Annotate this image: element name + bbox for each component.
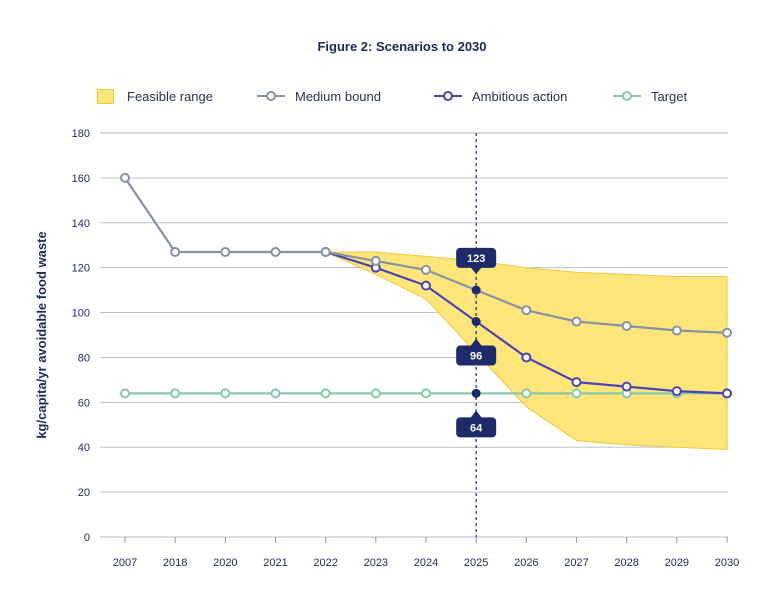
- target-point: [571, 388, 582, 399]
- x-tick-label: 2024: [414, 557, 438, 569]
- annotation-pointer: [470, 338, 483, 347]
- medium-bound-point: [521, 305, 532, 316]
- legend-item-feasible-range: Feasible range: [97, 87, 213, 105]
- legend-marker-medium-bound: [257, 91, 285, 101]
- x-tick-label: 2021: [263, 557, 287, 569]
- x-tick-label: 2028: [614, 557, 638, 569]
- legend-label-ambitious-action: Ambitious action: [472, 88, 568, 104]
- legend-label-target: Target: [651, 88, 688, 104]
- target-point: [270, 388, 281, 399]
- y-tick-label: 180: [72, 128, 90, 140]
- y-tick-label: 120: [72, 263, 90, 275]
- target-point: [320, 388, 331, 399]
- chart-title: Figure 2: Scenarios to 2030: [317, 39, 487, 54]
- annotation-box: [456, 345, 497, 366]
- y-tick-label: 140: [72, 218, 90, 230]
- target-point: [370, 388, 381, 399]
- annotation-label: 96: [470, 351, 482, 363]
- x-tick-label: 2027: [564, 557, 588, 569]
- target-point: [170, 388, 181, 399]
- medium-bound-point: [722, 327, 732, 338]
- y-tick-label: 60: [78, 397, 90, 409]
- x-tick-label: 2026: [514, 557, 538, 569]
- target-point: [220, 388, 231, 399]
- legend-item-medium-bound: Medium bound: [257, 87, 381, 105]
- x-tick-label: 2007: [113, 557, 137, 569]
- medium-bound-point: [571, 316, 582, 327]
- target-point: [421, 388, 431, 399]
- medium-bound-point: [320, 246, 331, 257]
- legend-item-target: Target: [613, 87, 687, 105]
- medium-bound-point: [621, 321, 632, 332]
- annotation-label: 64: [470, 422, 483, 434]
- x-tick-label: 2030: [715, 557, 739, 569]
- x-tick-label: 2020: [213, 557, 237, 569]
- medium-bound-point: [170, 246, 181, 257]
- medium-bound-point: [421, 264, 431, 275]
- legend-label-medium-bound: Medium bound: [295, 88, 381, 104]
- ambitious-action-point: [621, 381, 632, 392]
- annotation-label: 123: [467, 253, 485, 265]
- y-tick-label: 100: [72, 308, 90, 320]
- legend-label-feasible-range: Feasible range: [127, 88, 213, 104]
- y-tick-label: 160: [72, 173, 90, 185]
- legend: Feasible range Medium bound Ambitious ac…: [0, 87, 763, 105]
- legend-marker-target: [613, 91, 641, 101]
- y-tick-label: 20: [78, 487, 90, 499]
- medium-bound-point: [270, 246, 281, 257]
- ambitious-action-point: [421, 280, 431, 291]
- ambitious-action-point: [722, 388, 732, 399]
- medium-bound-point: [220, 246, 231, 257]
- y-tick-label: 80: [78, 352, 90, 364]
- y-tick-label: 40: [78, 442, 90, 454]
- ambitious-action-point: [671, 386, 682, 397]
- ambitious-action-highlight-point: [471, 317, 481, 327]
- ambitious-action-point: [571, 377, 582, 388]
- x-tick-label: 2025: [464, 557, 488, 569]
- target-point: [521, 388, 532, 399]
- annotation-pointer: [470, 410, 483, 419]
- target-point: [120, 388, 130, 399]
- feasible-range-area: [325, 251, 728, 450]
- annotation-box: [456, 247, 497, 268]
- medium-bound-point: [370, 255, 381, 266]
- medium-bound-point: [671, 325, 682, 336]
- legend-item-ambitious-action: Ambitious action: [434, 87, 567, 105]
- x-tick-label: 2018: [163, 557, 187, 569]
- medium-bound-point: [120, 172, 130, 183]
- medium-bound-highlight-point: [471, 285, 481, 295]
- y-tick-label: 0: [84, 532, 90, 544]
- legend-marker-ambitious-action: [434, 91, 462, 101]
- ambitious-action-point: [521, 352, 532, 363]
- target-highlight-point: [471, 388, 481, 398]
- annotation-pointer: [470, 266, 483, 274]
- x-tick-label: 2023: [364, 557, 388, 569]
- annotation-box: [456, 417, 497, 438]
- y-axis-label: kg/capita/yr avoidable food waste: [34, 231, 49, 438]
- x-tick-label: 2029: [665, 557, 689, 569]
- x-tick-label: 2022: [313, 557, 337, 569]
- legend-swatch-feasible-range: [97, 88, 114, 104]
